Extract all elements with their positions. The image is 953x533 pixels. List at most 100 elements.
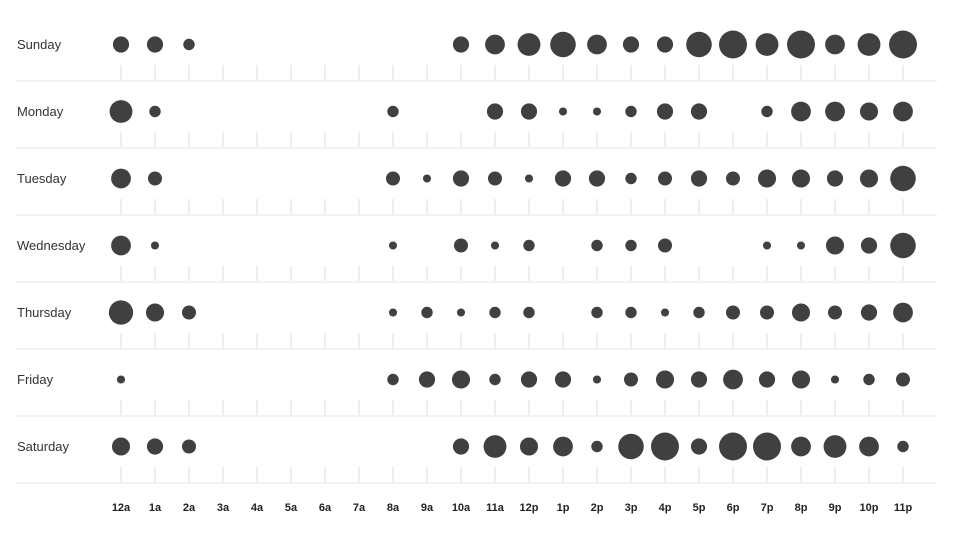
- dot-thursday-9p: [828, 306, 842, 320]
- dot-monday-8a: [387, 106, 398, 117]
- hour-label-4p: 4p: [659, 502, 672, 514]
- hour-label-1p: 1p: [557, 502, 570, 514]
- dot-tuesday-9p: [827, 170, 843, 186]
- day-label-friday: Friday: [17, 372, 54, 387]
- dot-wednesday-11a: [491, 241, 499, 249]
- dot-sunday-2a: [183, 39, 194, 50]
- dot-tuesday-7p: [758, 169, 776, 187]
- dot-sunday-12a: [113, 36, 129, 52]
- dot-wednesday-4p: [658, 239, 672, 253]
- dot-thursday-8a: [389, 308, 397, 316]
- dot-tuesday-6p: [726, 172, 740, 186]
- dot-saturday-1p: [553, 437, 573, 457]
- dot-tuesday-9a: [423, 174, 431, 182]
- dot-thursday-12p: [523, 307, 534, 318]
- dot-wednesday-10a: [454, 239, 468, 253]
- dot-tuesday-1p: [555, 170, 571, 186]
- dot-thursday-3p: [625, 307, 636, 318]
- dot-saturday-10a: [453, 438, 469, 454]
- dot-tuesday-10p: [860, 169, 878, 187]
- dot-thursday-5p: [693, 307, 704, 318]
- dot-monday-1p: [559, 107, 567, 115]
- dot-monday-7p: [761, 106, 772, 117]
- dot-saturday-1a: [147, 438, 163, 454]
- dot-sunday-10a: [453, 36, 469, 52]
- dot-tuesday-5p: [691, 170, 707, 186]
- day-label-thursday: Thursday: [17, 305, 72, 320]
- dot-thursday-10a: [457, 308, 465, 316]
- dot-sunday-11p: [889, 31, 917, 59]
- hour-label-1a: 1a: [149, 502, 162, 514]
- dot-monday-12a: [110, 100, 133, 123]
- dot-sunday-7p: [756, 33, 779, 56]
- dot-friday-3p: [624, 373, 638, 387]
- dot-tuesday-2p: [589, 170, 605, 186]
- dot-tuesday-3p: [625, 173, 636, 184]
- dot-friday-4p: [656, 370, 674, 388]
- hour-axis: 12a 1a 2a 3a 4a 5a 6a 7a 8a 9a 10a 11a 12p 1p 2p 3p 4p 5p…: [112, 502, 913, 514]
- dot-sunday-6p: [719, 31, 747, 59]
- dot-saturday-3p: [618, 434, 644, 460]
- dot-saturday-5p: [691, 438, 707, 454]
- day-label-saturday: Saturday: [17, 439, 70, 454]
- dot-thursday-4p: [661, 308, 669, 316]
- dot-friday-11p: [896, 373, 910, 387]
- dot-monday-10p: [860, 102, 878, 120]
- day-label-wednesday: Wednesday: [17, 238, 86, 253]
- hour-label-11p: 11p: [894, 502, 913, 514]
- dot-sunday-5p: [686, 32, 712, 58]
- dot-monday-11a: [487, 103, 503, 119]
- dot-saturday-2a: [182, 440, 196, 454]
- dot-thursday-11a: [489, 307, 500, 318]
- hour-label-2a: 2a: [183, 502, 196, 514]
- dot-wednesday-7p: [763, 241, 771, 249]
- dot-friday-5p: [691, 371, 707, 387]
- hour-label-12a: 12a: [112, 502, 131, 514]
- dot-monday-9p: [825, 102, 845, 122]
- dot-thursday-7p: [760, 306, 774, 320]
- dot-wednesday-12p: [523, 240, 534, 251]
- dot-sunday-2p: [587, 35, 607, 55]
- dot-sunday-9p: [825, 35, 845, 55]
- hour-label-12p: 12p: [520, 502, 539, 514]
- dot-tuesday-1a: [148, 172, 162, 186]
- hour-label-5p: 5p: [693, 502, 706, 514]
- dot-friday-7p: [759, 371, 775, 387]
- dot-monday-2p: [593, 107, 601, 115]
- hour-label-3a: 3a: [217, 502, 230, 514]
- hour-label-8p: 8p: [795, 502, 808, 514]
- dot-friday-10a: [452, 370, 470, 388]
- dot-wednesday-2p: [591, 240, 602, 251]
- dot-saturday-11p: [897, 441, 908, 452]
- dot-tuesday-12p: [525, 174, 533, 182]
- hour-label-6p: 6p: [727, 502, 740, 514]
- dot-saturday-8p: [791, 437, 811, 457]
- dot-sunday-10p: [858, 33, 881, 56]
- dot-sunday-8p: [787, 31, 815, 59]
- dot-monday-8p: [791, 102, 811, 122]
- hour-label-11a: 11a: [486, 502, 505, 514]
- dot-monday-4p: [657, 103, 673, 119]
- dot-saturday-4p: [651, 433, 679, 461]
- hour-label-6a: 6a: [319, 502, 332, 514]
- hour-label-9a: 9a: [421, 502, 434, 514]
- hour-label-2p: 2p: [591, 502, 604, 514]
- day-label-monday: Monday: [17, 104, 64, 119]
- dot-tuesday-10a: [453, 170, 469, 186]
- dot-thursday-2p: [591, 307, 602, 318]
- dot-saturday-10p: [859, 437, 879, 457]
- dot-tuesday-8a: [386, 172, 400, 186]
- hour-label-10a: 10a: [452, 502, 471, 514]
- dot-tuesday-12a: [111, 169, 131, 189]
- dot-friday-1p: [555, 371, 571, 387]
- dot-sunday-12p: [518, 33, 541, 56]
- dot-tuesday-11p: [890, 166, 916, 192]
- dot-friday-12p: [521, 371, 537, 387]
- dot-wednesday-8p: [797, 241, 805, 249]
- dot-friday-9a: [419, 371, 435, 387]
- data-points: [109, 31, 917, 461]
- dot-monday-5p: [691, 103, 707, 119]
- hour-label-5a: 5a: [285, 502, 298, 514]
- dot-wednesday-1a: [151, 241, 159, 249]
